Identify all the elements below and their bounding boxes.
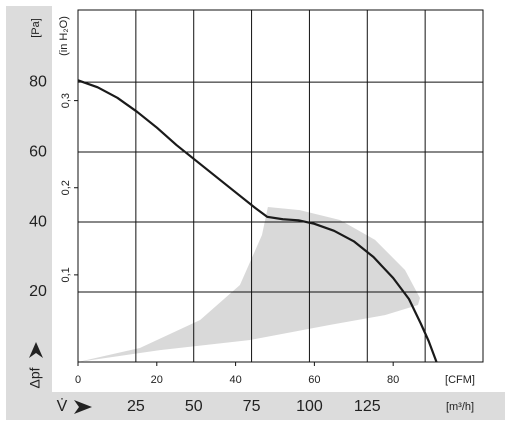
x-tick-label: 80 xyxy=(387,374,399,386)
y2-tick-label: 0,2 xyxy=(60,180,72,195)
y-symbol: Δpf xyxy=(27,367,43,388)
left-band xyxy=(6,6,52,420)
y-tick-label: 20 xyxy=(29,283,47,300)
x2-tick-label: 25 xyxy=(127,398,145,415)
x2-axis-label: [m³/h] xyxy=(446,401,474,413)
y-tick-label: 60 xyxy=(29,143,47,160)
x2-tick-label: 125 xyxy=(354,398,381,415)
x-axis-label: [CFM] xyxy=(445,374,475,386)
y-tick-label: 40 xyxy=(29,213,47,230)
y-axis-label: [Pa] xyxy=(30,18,42,38)
x2-tick-label: 100 xyxy=(296,398,323,415)
y-arrow xyxy=(29,342,43,358)
x2-arrow xyxy=(74,400,92,414)
y2-axis-label: (in H₂O) xyxy=(58,16,70,56)
x2-tick-label: 75 xyxy=(243,398,261,415)
x-tick-label: 20 xyxy=(151,374,163,386)
y2-tick-label: 0,3 xyxy=(60,93,72,108)
fan-curve xyxy=(77,79,438,363)
y2-tick-label: 0,1 xyxy=(60,267,72,282)
x-tick-label: 60 xyxy=(308,374,320,386)
x-tick-label: 0 xyxy=(75,374,81,386)
y-tick-label: 80 xyxy=(29,73,47,90)
x2-tick-label: 50 xyxy=(185,398,203,415)
operating-region xyxy=(78,206,420,362)
x2-symbol: V̇ xyxy=(57,397,68,415)
x-tick-label: 40 xyxy=(229,374,241,386)
plot-border xyxy=(77,9,484,363)
